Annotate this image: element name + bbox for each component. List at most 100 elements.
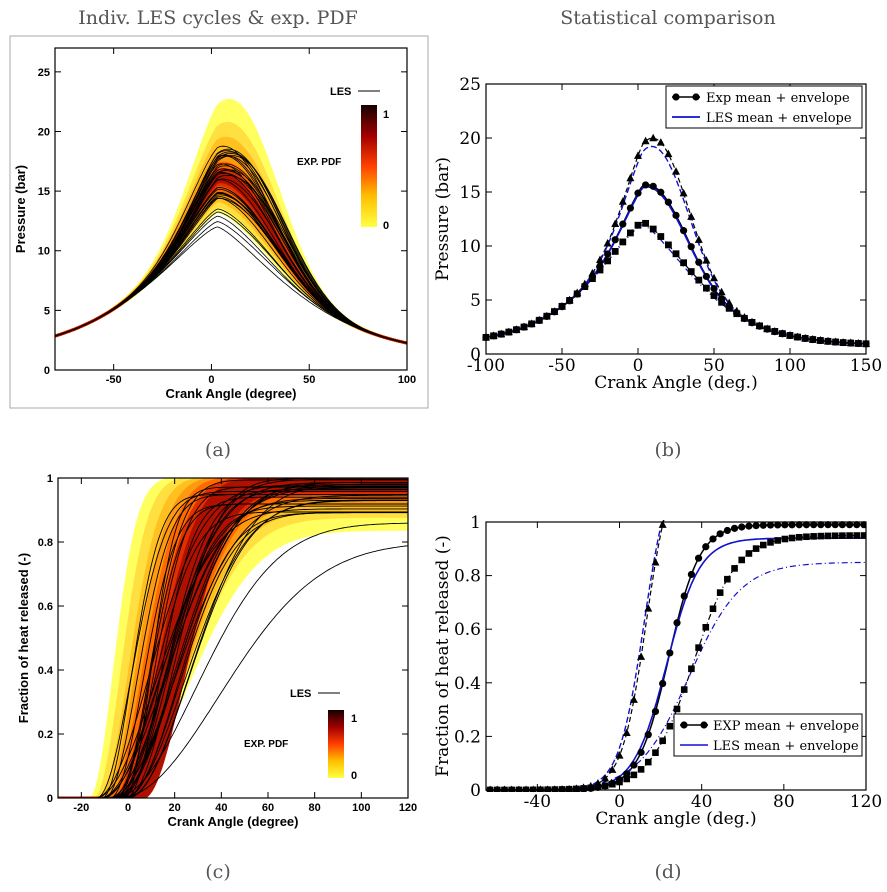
marker-exp-slow [817,532,825,540]
panel-b-legend-box [665,85,863,129]
panel-b-chart: -100 -50 0 50 100 150 0 5 10 15 20 25 Crank Angle (d… [433,75,882,393]
marker-exp-slow [810,533,817,540]
marker-exp-mean [845,521,854,529]
marker-exp-mean [619,220,627,228]
marker-exp-max [603,239,612,247]
marker-exp-min [824,337,832,345]
marker-exp-mean [611,236,619,244]
marker-exp-mean [626,204,635,212]
panel-a-border [9,35,429,409]
marker-exp-slow [853,532,861,539]
marker-exp-mean [838,521,846,529]
panel-b-ytick-label: 25 [459,75,481,95]
panel-b-ylabel: Pressure (bar) [433,157,453,281]
marker-exp-mean [637,748,645,756]
marker-exp-slow [702,623,710,631]
marker-exp-mean [644,731,652,739]
marker-exp-mean [673,619,681,627]
legend-les-label: LES mean + envelope [706,111,852,126]
marker-exp-fast [651,557,660,566]
panel-c-xlabel: Crank Angle (degree) [168,814,299,829]
panel-a-xtick-label: 50 [303,374,315,386]
panel-d-xtick-label: 40 [691,792,713,812]
les-cycle-line [58,505,408,798]
panel-d-ytick-label: 0.8 [454,567,481,587]
marker-exp-min [763,325,771,333]
marker-exp-min [649,225,657,233]
marker-exp-slow [716,589,724,596]
panel-a-xtick-label: 100 [398,374,416,386]
panel-d-ylabel: Fraction of heat released (-) [433,535,453,777]
panel-b-ytick-label: 0 [470,345,481,365]
les-cycle-line [58,494,408,798]
marker-exp-slow [831,532,839,540]
panel-a-colorbar-label: EXP. PDF [297,157,341,168]
series-les-mean [485,185,867,345]
marker-exp-slow [623,775,631,783]
les-cycle-line [58,488,408,798]
panel-a-ytick-label: 15 [38,186,50,198]
les-cycle-line [58,499,408,798]
marker-exp-mean [710,285,718,293]
marker-exp-min [528,320,535,328]
panel-b-ytick-label: 20 [459,129,481,149]
marker-exp-max [702,256,711,264]
panel-c-xtick-label: 80 [309,802,321,814]
panel-b-xtick-label: -100 [467,356,505,376]
marker-exp-min [551,308,558,315]
marker-exp-min [657,233,665,240]
marker-exp-min [573,290,581,298]
marker-exp-mean [659,679,667,688]
marker-exp-fast [637,652,646,660]
panel-d-caption: (d) [655,861,682,883]
marker-exp-min [801,334,809,342]
marker-exp-max [725,298,734,307]
marker-exp-mean [687,570,696,579]
marker-exp-slow [824,532,832,540]
panel-d-xtick-label: 0 [614,792,625,812]
marker-exp-slow [522,786,530,792]
panel-a-xlabel: Crank Angle (degree) [166,386,297,401]
marker-exp-min [604,257,611,265]
marker-exp-mean [730,524,739,532]
panel-d-chart: -40 0 40 80 120 0 0.2 0.4 0.6 0.8 1 Crank angle (de… [433,513,882,829]
marker-exp-mean [759,521,767,529]
panel-c-ylabel: Fraction of heat released (-) [16,553,31,723]
marker-exp-max [679,188,688,197]
marker-exp-slow [544,786,551,792]
marker-exp-mean [817,521,825,529]
marker-exp-min [779,330,786,338]
panel-b-title: Statistical comparison [560,7,775,29]
marker-exp-slow [803,533,810,541]
panel-c-ytick-label: 0.6 [38,601,53,613]
marker-exp-mean [774,521,782,529]
marker-exp-min [733,310,741,318]
series-les-max [485,145,867,345]
les-cycle-line [55,155,407,344]
marker-exp-fast [644,604,653,612]
marker-exp-slow [860,532,866,539]
marker-exp-max [710,273,718,282]
marker-exp-mean [672,211,680,219]
marker-exp-mean [623,770,631,778]
panel-c-legend-label: LES [290,688,311,700]
marker-exp-slow [839,532,846,539]
panel-a-ytick-label: 5 [44,305,50,317]
marker-exp-slow [565,785,573,792]
panel-c-chart: -20 0 20 40 60 80 100 120 0 0.2 0.4 0.6 0.8 1 Crank An… [16,473,417,829]
panel-c-xtick-label: 0 [125,802,131,814]
legend-exp-label: EXP mean + envelope [713,719,859,734]
marker-exp-mean [752,521,760,530]
panel-d-ytick-label: 0 [470,781,481,801]
marker-exp-slow [630,771,638,779]
marker-exp-max [641,136,650,145]
marker-exp-min [543,312,551,320]
marker-exp-mean [657,188,665,196]
panel-d-ytick-label: 0.6 [454,620,481,640]
panel-b-caption: (b) [655,439,682,461]
panel-a-caption: (a) [205,439,231,461]
panel-b-xtick-label: 50 [703,356,725,376]
panel-a-ytick-label: 0 [44,365,50,377]
panel-c-xtick-label: 60 [262,802,274,814]
